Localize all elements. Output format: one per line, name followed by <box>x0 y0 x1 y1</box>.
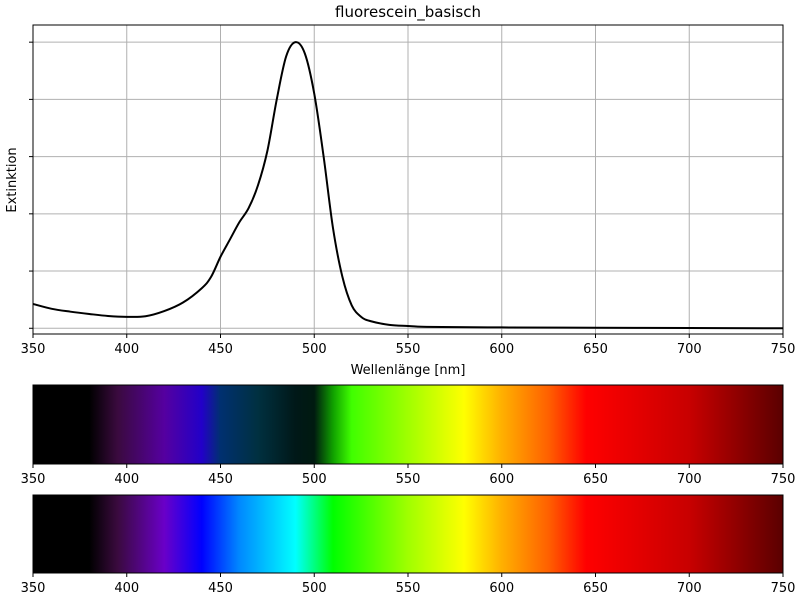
x-tick-label: 750 <box>771 472 796 487</box>
x-tick-label: 550 <box>396 472 421 487</box>
x-tick-label: 650 <box>583 581 608 596</box>
plot-frame <box>32 24 784 335</box>
x-tick-label: 400 <box>114 581 139 596</box>
absorption-spectrum-strip: 350 400 450 500 550 600 650 700 750 <box>21 384 796 487</box>
x-tick-label: 400 <box>114 472 139 487</box>
x-axis-label: Wellenlänge [nm] <box>351 363 466 378</box>
x-tick-label: 600 <box>489 581 514 596</box>
x-tick-label: 500 <box>302 342 327 357</box>
x-tick-label: 750 <box>771 342 796 357</box>
x-tick-label: 450 <box>208 581 233 596</box>
x-tick-label: 350 <box>21 472 46 487</box>
x-tick-label: 500 <box>302 472 327 487</box>
x-ticks: 350 400 450 500 550 600 650 700 750 <box>21 334 796 357</box>
visible-spectrum-strip: 350 400 450 500 550 600 650 700 750 <box>21 494 796 596</box>
x-tick-label: 500 <box>302 581 327 596</box>
x-tick-label: 450 <box>208 472 233 487</box>
x-tick-label: 350 <box>21 581 46 596</box>
x-tick-label: 700 <box>677 581 702 596</box>
x-ticks: 350 400 450 500 550 600 650 700 750 <box>21 573 796 596</box>
x-tick-label: 700 <box>677 342 702 357</box>
x-tick-label: 700 <box>677 472 702 487</box>
x-tick-label: 550 <box>396 581 421 596</box>
x-tick-label: 650 <box>583 342 608 357</box>
spectrum-bar <box>33 495 783 573</box>
absorbance-plot: 350 400 450 500 550 600 650 700 750 fluorescein_… <box>5 3 795 378</box>
x-tick-label: 600 <box>489 342 514 357</box>
y-axis-label: Extinktion <box>5 147 20 212</box>
x-tick-label: 600 <box>489 472 514 487</box>
series-line <box>32 41 784 330</box>
spectrum-bar <box>33 385 783 464</box>
x-tick-label: 750 <box>771 581 796 596</box>
x-ticks: 350 400 450 500 550 600 650 700 750 <box>21 464 796 487</box>
grid <box>33 25 783 334</box>
y-ticks <box>29 41 33 329</box>
x-tick-label: 450 <box>208 342 233 357</box>
x-tick-label: 350 <box>21 342 46 357</box>
chart-title: fluorescein_basisch <box>335 3 481 22</box>
x-tick-label: 650 <box>583 472 608 487</box>
series-line-group <box>32 41 784 330</box>
x-tick-label: 400 <box>114 342 139 357</box>
x-tick-label: 550 <box>396 342 421 357</box>
